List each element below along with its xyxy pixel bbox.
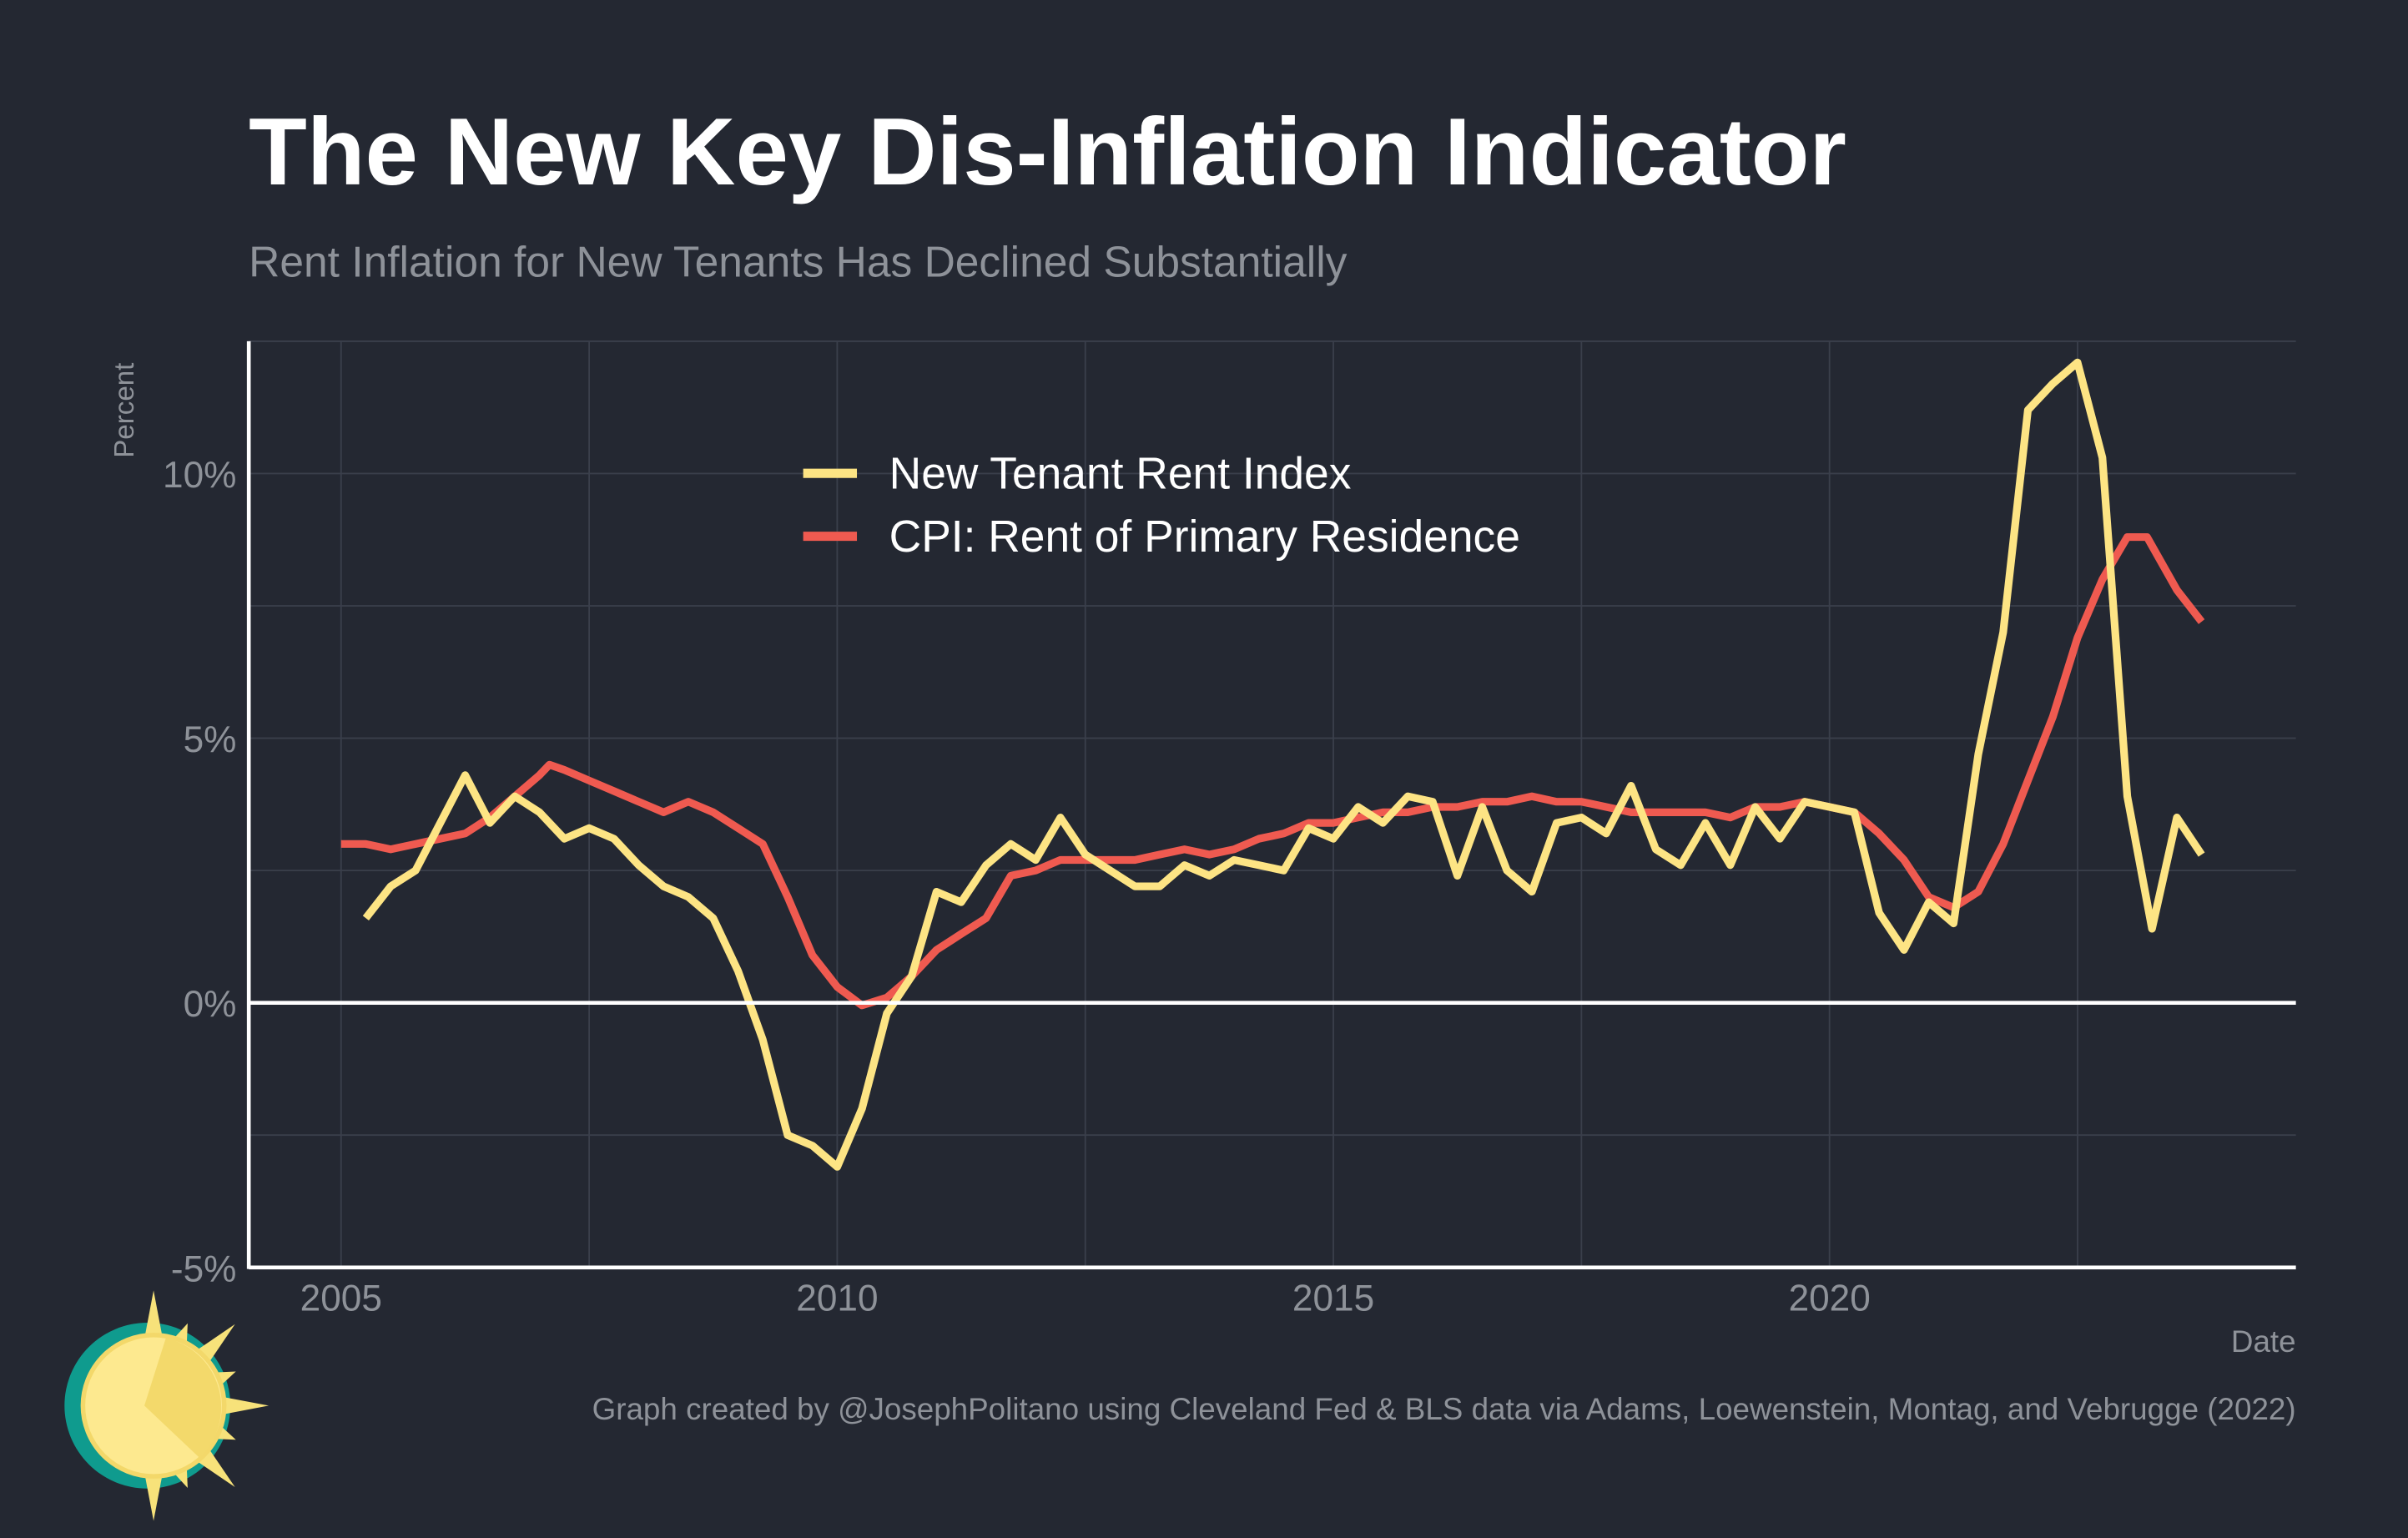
y-axis-label: Percent <box>109 363 140 458</box>
legend-label-cpi-rent: CPI: Rent of Primary Residence <box>889 512 1520 562</box>
x-tick-label: 2020 <box>1789 1278 1871 1319</box>
sun-shade <box>144 1338 222 1458</box>
legend-label-new-tenant: New Tenant Rent Index <box>889 450 1352 499</box>
x-axis-label: Date <box>2231 1324 2296 1359</box>
legend: New Tenant Rent Index CPI: Rent of Prima… <box>803 450 1520 562</box>
sun-ray <box>143 1465 164 1521</box>
x-tick-label: 2005 <box>300 1278 382 1319</box>
y-tick-label: 0% <box>184 984 237 1025</box>
x-tick-label: 2015 <box>1292 1278 1374 1319</box>
series-line-new-tenant <box>362 358 2205 1171</box>
y-tick-label: 5% <box>184 719 237 760</box>
y-tick-label: -5% <box>171 1248 237 1289</box>
axes <box>246 340 2296 1270</box>
caption: Graph created by @JosephPolitano using C… <box>592 1392 2296 1426</box>
series-line-cpi-rent <box>340 532 2205 1010</box>
chart-subtitle: Rent Inflation for New Tenants Has Decli… <box>249 238 1348 286</box>
sun-logo <box>64 1290 270 1521</box>
y-tick-label: 10% <box>163 455 236 496</box>
series-lines <box>340 358 2205 1171</box>
tick-labels: 2005 2010 2015 2020 -5% 0% 5% 10% <box>163 455 1871 1319</box>
sun-ray <box>143 1290 164 1345</box>
x-tick-label: 2010 <box>796 1278 878 1319</box>
chart-title: The New Key Dis-Inflation Indicator <box>249 99 1846 205</box>
sun-ray <box>214 1394 270 1416</box>
